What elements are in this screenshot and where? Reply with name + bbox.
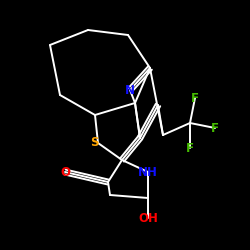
- Text: S: S: [90, 136, 98, 149]
- Text: O: O: [60, 166, 70, 178]
- Text: N: N: [125, 84, 135, 96]
- Text: F: F: [186, 142, 194, 154]
- Text: F: F: [191, 92, 199, 104]
- Text: F: F: [211, 122, 219, 134]
- Text: OH: OH: [138, 212, 158, 224]
- Text: NH: NH: [138, 166, 158, 178]
